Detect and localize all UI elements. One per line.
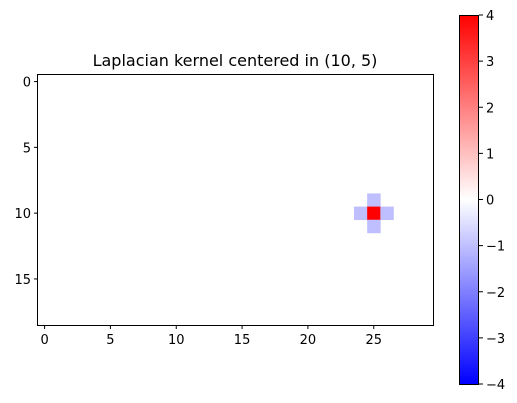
colorbar-tick-label: −3 <box>486 332 505 347</box>
y-tick-label: 10 <box>14 207 31 222</box>
colorbar-gradient <box>459 15 478 384</box>
x-axis: 0 5 10 15 20 25 <box>40 325 382 348</box>
heatmap-cell <box>380 206 394 221</box>
y-axis: 0 5 10 15 <box>14 76 38 288</box>
y-tick-label: 0 <box>23 76 31 91</box>
heatmap-image <box>38 75 433 325</box>
colorbar-tick-label: 0 <box>486 194 494 209</box>
colorbar-tick-label: −4 <box>486 378 505 393</box>
colorbar-tick-label: −1 <box>486 240 505 255</box>
x-tick-label: 10 <box>168 333 185 348</box>
chart-title: Laplacian kernel centered in (10, 5) <box>93 51 378 70</box>
colorbar-tick-label: 4 <box>486 9 494 24</box>
colorbar-tick-label: 1 <box>486 147 494 162</box>
x-tick-label: 20 <box>300 333 317 348</box>
heatmap-cell <box>367 219 381 234</box>
colorbar-tick-label: 3 <box>486 55 494 70</box>
colorbar-tick-label: 2 <box>486 101 494 116</box>
heatmap-cell <box>367 193 381 207</box>
x-tick-label: 15 <box>234 333 251 348</box>
heatmap-cell <box>354 206 368 221</box>
x-tick-label: 5 <box>106 333 114 348</box>
x-tick-label: 0 <box>40 333 48 348</box>
colorbar-tick-label: −2 <box>486 286 505 301</box>
colorbar: 4 3 2 1 0 −1 −2 −3 −4 <box>459 9 505 393</box>
colorbar-ticks: 4 3 2 1 0 −1 −2 −3 −4 <box>479 9 505 393</box>
heatmap-cell <box>367 206 381 221</box>
y-tick-label: 5 <box>23 141 31 156</box>
x-tick-label: 25 <box>365 333 382 348</box>
y-tick-label: 15 <box>14 273 31 288</box>
colorbar-frame <box>459 15 479 385</box>
plot-frame <box>37 74 434 326</box>
